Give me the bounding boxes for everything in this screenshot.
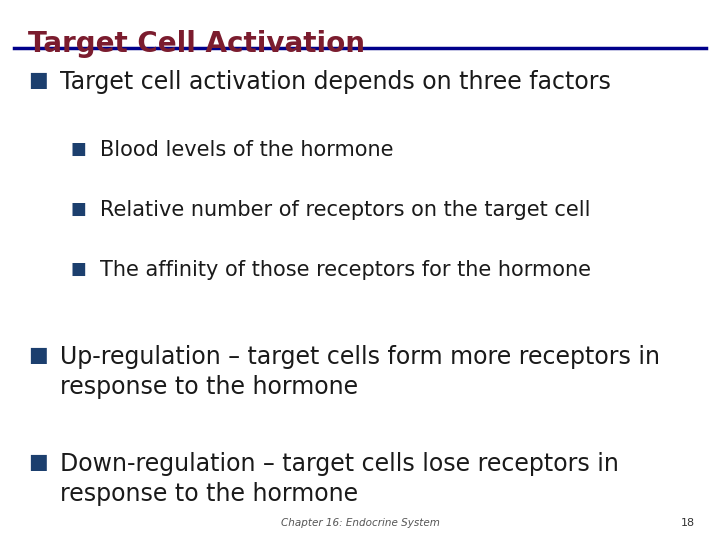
Text: ■: ■ [70,140,86,158]
Text: Up-regulation – target cells form more receptors in
response to the hormone: Up-regulation – target cells form more r… [60,345,660,399]
Text: 18: 18 [681,518,695,528]
Text: Relative number of receptors on the target cell: Relative number of receptors on the targ… [100,200,590,220]
Text: Chapter 16: Endocrine System: Chapter 16: Endocrine System [281,518,439,528]
Text: ■: ■ [70,200,86,218]
Text: ■: ■ [28,345,48,365]
Text: Blood levels of the hormone: Blood levels of the hormone [100,140,394,160]
Text: ■: ■ [70,260,86,278]
Text: Target cell activation depends on three factors: Target cell activation depends on three … [60,70,611,94]
Text: Down-regulation – target cells lose receptors in
response to the hormone: Down-regulation – target cells lose rece… [60,452,619,505]
Text: The affinity of those receptors for the hormone: The affinity of those receptors for the … [100,260,591,280]
Text: ■: ■ [28,70,48,90]
Text: Target Cell Activation: Target Cell Activation [28,30,365,58]
Text: ■: ■ [28,452,48,472]
